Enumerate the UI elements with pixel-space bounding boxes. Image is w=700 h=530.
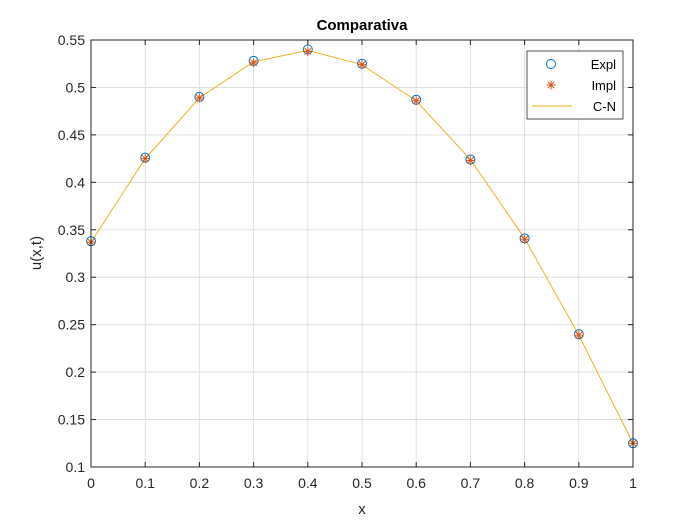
- x-tick-label: 0.3: [244, 475, 264, 491]
- x-tick-label: 0.9: [569, 475, 589, 491]
- legend-box: [526, 50, 624, 120]
- asterisk-stroke: [195, 94, 203, 102]
- chart-title: Comparativa: [317, 17, 409, 34]
- legend-label: Impl: [591, 78, 616, 93]
- series-layer: [86, 44, 638, 449]
- impl-point: [357, 60, 367, 70]
- legend-label: Expl: [591, 57, 616, 72]
- x-tick-label: 0.8: [515, 475, 535, 491]
- asterisk-stroke: [358, 61, 366, 69]
- asterisk-stroke: [466, 156, 474, 165]
- impl-point: [411, 96, 421, 106]
- y-tick-label: 0.35: [58, 222, 85, 238]
- asterisk-stroke: [547, 81, 555, 89]
- y-tick-label: 0.55: [58, 32, 85, 48]
- impl-point: [303, 46, 313, 56]
- impl-point: [465, 156, 475, 166]
- x-tick-label: 0.2: [190, 475, 210, 491]
- legend-label: C-N: [593, 99, 616, 114]
- x-tick-label: 1: [629, 475, 637, 491]
- y-tick-label: 0.25: [58, 317, 85, 333]
- y-tick-label: 0.2: [66, 364, 86, 380]
- x-tick-label: 0.7: [461, 475, 481, 491]
- x-tick-label: 0: [87, 475, 95, 491]
- impl-point: [520, 234, 530, 244]
- impl-point: [574, 330, 584, 340]
- y-tick-label: 0.4: [66, 174, 86, 190]
- y-tick-label: 0.1: [66, 459, 86, 475]
- x-tick-label: 0.4: [298, 475, 318, 491]
- y-tick-label: 0.3: [66, 269, 86, 285]
- legend-entries: Expl Impl C-N: [532, 57, 616, 114]
- y-tick-label: 0.5: [66, 79, 86, 95]
- x-tick-label: 0.5: [352, 475, 372, 491]
- asterisk-stroke: [250, 59, 258, 67]
- asterisk-stroke: [304, 47, 312, 55]
- impl-point: [249, 58, 259, 68]
- asterisk-stroke: [521, 235, 529, 243]
- asterisk-stroke: [412, 97, 420, 105]
- ticks: [90, 39, 634, 468]
- asterisk-stroke: [575, 331, 583, 339]
- legend-marker-expl: [546, 59, 556, 69]
- y-axis-label: u(x,t): [28, 236, 45, 270]
- y-tick-label: 0.45: [58, 127, 85, 143]
- impl-point: [140, 154, 150, 164]
- y-tick-label: 0.15: [58, 412, 85, 428]
- x-axis-label: x: [358, 501, 366, 518]
- tick-labels: 0 0.1 0.2 0.3 0.4 0.5 0.6 0.7 0.8 0.9 10.10.150.20…: [58, 32, 637, 491]
- asterisk-stroke: [141, 155, 149, 163]
- legend: Expl Impl C-N: [526, 50, 624, 120]
- x-tick-label: 0.1: [135, 475, 155, 491]
- impl-point: [194, 93, 204, 103]
- x-tick-label: 0.6: [406, 475, 426, 491]
- legend-marker-impl: [546, 80, 556, 90]
